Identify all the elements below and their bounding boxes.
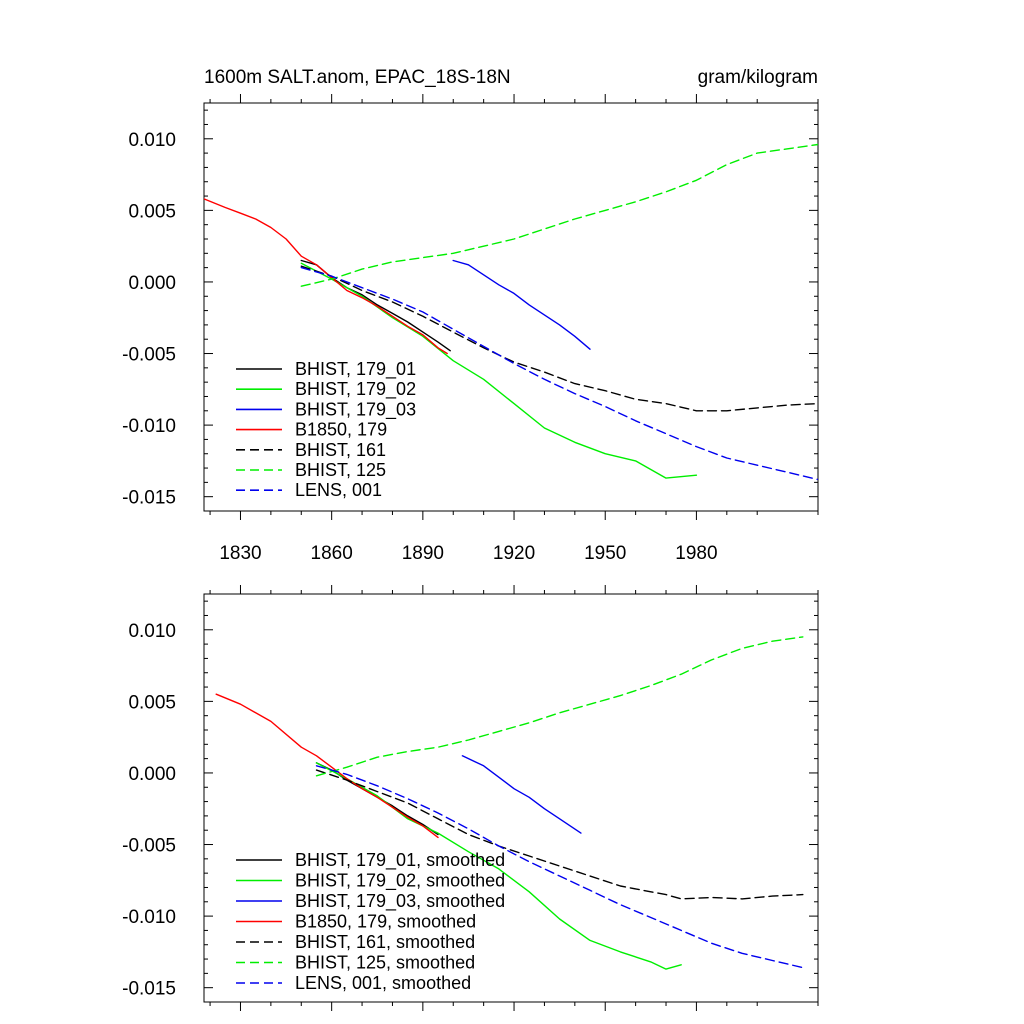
legend-label: BHIST, 179_03 — [295, 399, 416, 420]
top-series-line-3 — [452, 259, 591, 350]
legend-label: BHIST, 179_01 — [295, 359, 416, 380]
bottom-ytick-label: 0.005 — [128, 692, 176, 713]
legend-label: LENS, 001, smoothed — [295, 973, 471, 993]
legend-label: BHIST, 161 — [295, 440, 386, 460]
top-xtick-label: 1980 — [675, 543, 717, 564]
legend-label: BHIST, 161, smoothed — [295, 932, 475, 952]
top-ytick-label: -0.005 — [122, 345, 176, 366]
legend-label: BHIST, 179_03, smoothed — [295, 891, 505, 912]
legend-label: BHIST, 125 — [295, 460, 386, 480]
top-ytick-label: 0.000 — [128, 273, 176, 294]
legend-label: BHIST, 179_01, smoothed — [295, 850, 505, 871]
top-series-line-7 — [300, 266, 818, 481]
top-xtick-label: 1950 — [584, 543, 626, 564]
bottom-plot-frame — [203, 593, 819, 1003]
top-xtick-label: 1920 — [493, 543, 535, 564]
legend-label: BHIST, 179_02, smoothed — [295, 871, 505, 892]
bottom-ytick-label: -0.010 — [122, 907, 176, 928]
top-panel: 1600m SALT.anom, EPAC_18S-18N gram/kilogr… — [122, 67, 819, 564]
top-series-line-5 — [300, 265, 818, 412]
top-ytick-label: 0.005 — [128, 201, 176, 222]
bottom-panel: 0.010 0.005 0.000 -0.005 -0.010 -0.015 BHIST, … — [122, 585, 819, 1011]
bottom-ytick-label: 0.010 — [128, 621, 176, 642]
top-series-line-6 — [300, 143, 818, 287]
legend-label: LENS, 001 — [295, 480, 382, 500]
bottom-series-line-5 — [315, 769, 804, 900]
legend-label: B1850, 179, smoothed — [295, 912, 476, 932]
top-ytick-label: -0.015 — [122, 488, 176, 509]
top-xtick-label: 1830 — [219, 543, 261, 564]
legend-label: BHIST, 179_02 — [295, 379, 416, 400]
bottom-series-line-4 — [215, 693, 439, 839]
legend-label: BHIST, 125, smoothed — [295, 953, 475, 973]
top-series-group — [204, 143, 818, 481]
top-ytick-label: 0.010 — [128, 130, 176, 151]
units-label: gram/kilogram — [698, 67, 818, 88]
bottom-series-line-7 — [315, 765, 804, 969]
bottom-series-line-6 — [315, 636, 804, 777]
chart-title: 1600m SALT.anom, EPAC_18S-18N — [204, 67, 511, 88]
bottom-ytick-label: 0.000 — [128, 764, 176, 785]
legend-label: B1850, 179 — [295, 420, 387, 440]
bottom-ytick-label: -0.015 — [122, 979, 176, 1000]
bottom-series-group — [215, 636, 804, 970]
top-series-line-4 — [204, 198, 448, 355]
top-xtick-label: 1860 — [311, 543, 353, 564]
top-plot-frame — [203, 102, 819, 512]
bottom-series-line-3 — [461, 755, 582, 834]
bottom-ytick-label: -0.005 — [122, 836, 176, 857]
top-xtick-label: 1890 — [402, 543, 444, 564]
bottom-series-line-2 — [315, 762, 682, 970]
top-ytick-label: -0.010 — [122, 416, 176, 437]
